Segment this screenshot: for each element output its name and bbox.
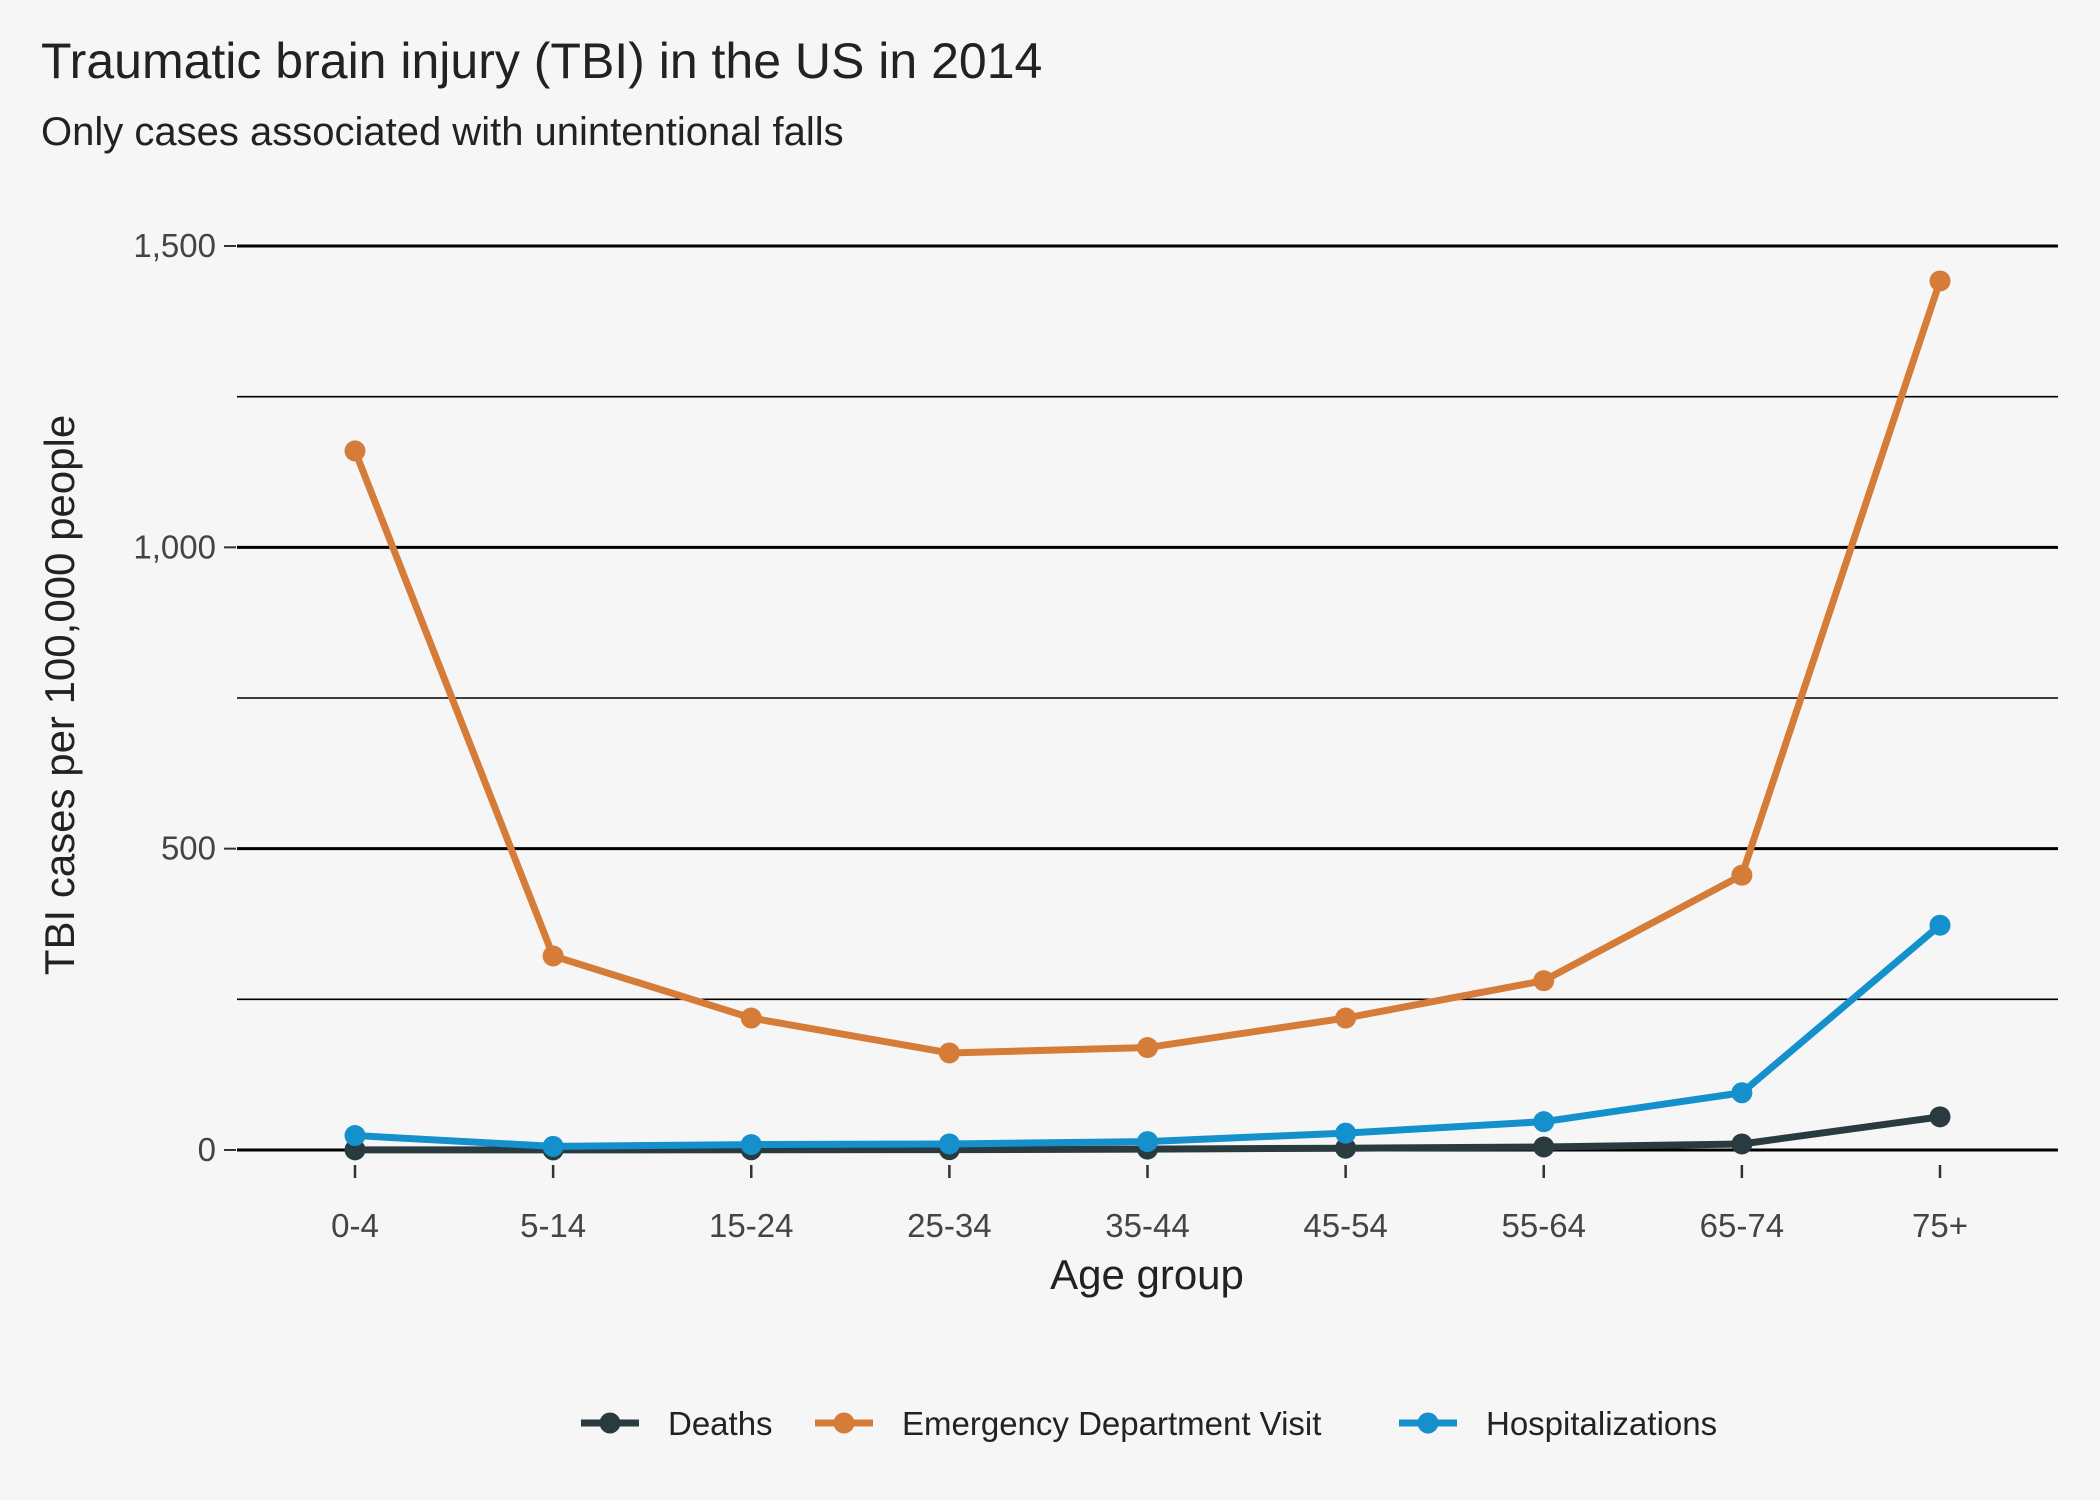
x-axis-ticks: 0-4 5-14 15-24 25-34 35-44 45-54 55-64 65-74 75+ — [331, 1165, 1968, 1244]
data-point-hospitalizations — [740, 1134, 762, 1156]
series-group — [344, 270, 1951, 1161]
x-axis-label: Age group — [1050, 1251, 1244, 1298]
data-point-hospitalizations — [1731, 1082, 1753, 1104]
data-point-hospitalizations — [1929, 914, 1951, 936]
y-tick-label: 0 — [198, 1131, 216, 1168]
series-hospitalizations — [344, 914, 1951, 1157]
data-point-emergency-department-visit — [1533, 970, 1555, 992]
data-point-hospitalizations — [344, 1125, 366, 1147]
x-tick-label: 65-74 — [1700, 1207, 1784, 1244]
x-tick-label: 5-14 — [520, 1207, 586, 1244]
chart-title: Traumatic brain injury (TBI) in the US i… — [41, 33, 1042, 89]
legend-label: Emergency Department Visit — [902, 1405, 1321, 1442]
legend-label: Hospitalizations — [1486, 1405, 1717, 1442]
x-tick-label: 0-4 — [331, 1207, 379, 1244]
data-point-hospitalizations — [1335, 1122, 1357, 1144]
y-tick-label: 1,500 — [133, 227, 216, 264]
data-point-emergency-department-visit — [344, 440, 366, 462]
legend-key-point — [1417, 1412, 1439, 1434]
data-point-deaths — [1731, 1133, 1753, 1155]
x-tick-label: 75+ — [1912, 1207, 1968, 1244]
legend-item-hospitalizations: Hospitalizations — [1399, 1405, 1717, 1442]
legend-item-deaths: Deaths — [581, 1405, 773, 1442]
data-point-emergency-department-visit — [542, 945, 564, 967]
x-tick-label: 35-44 — [1105, 1207, 1189, 1244]
legend: Deaths Emergency Department Visit Hospital… — [581, 1405, 1717, 1442]
data-point-deaths — [1929, 1106, 1951, 1128]
data-point-emergency-department-visit — [1731, 864, 1753, 886]
data-point-emergency-department-visit — [938, 1042, 960, 1064]
data-point-deaths — [1533, 1136, 1555, 1158]
data-point-hospitalizations — [542, 1135, 564, 1157]
data-point-hospitalizations — [1137, 1131, 1158, 1153]
data-point-emergency-department-visit — [1929, 270, 1951, 292]
x-tick-label: 25-34 — [907, 1207, 991, 1244]
legend-key-point — [599, 1412, 621, 1434]
y-tick-label: 500 — [161, 830, 216, 867]
x-tick-label: 55-64 — [1502, 1207, 1586, 1244]
y-axis-label: TBI cases per 100,000 people — [36, 415, 83, 975]
x-tick-label: 15-24 — [709, 1207, 793, 1244]
y-tick-label: 1,000 — [133, 528, 216, 565]
legend-label: Deaths — [668, 1405, 773, 1442]
series-emergency-department-visit — [344, 270, 1951, 1064]
data-point-hospitalizations — [1533, 1111, 1555, 1133]
data-point-emergency-department-visit — [1335, 1007, 1357, 1029]
chart-subtitle: Only cases associated with unintentional… — [41, 110, 844, 154]
legend-item-emergency-department-visit: Emergency Department Visit — [815, 1405, 1321, 1442]
legend-key-point — [833, 1412, 855, 1434]
x-tick-label: 45-54 — [1303, 1207, 1387, 1244]
data-point-emergency-department-visit — [740, 1007, 762, 1029]
data-point-hospitalizations — [938, 1133, 960, 1155]
data-point-deaths — [1335, 1137, 1357, 1159]
y-axis-ticks: 0 500 1,000 1,500 — [133, 227, 236, 1168]
data-point-emergency-department-visit — [1137, 1037, 1158, 1059]
